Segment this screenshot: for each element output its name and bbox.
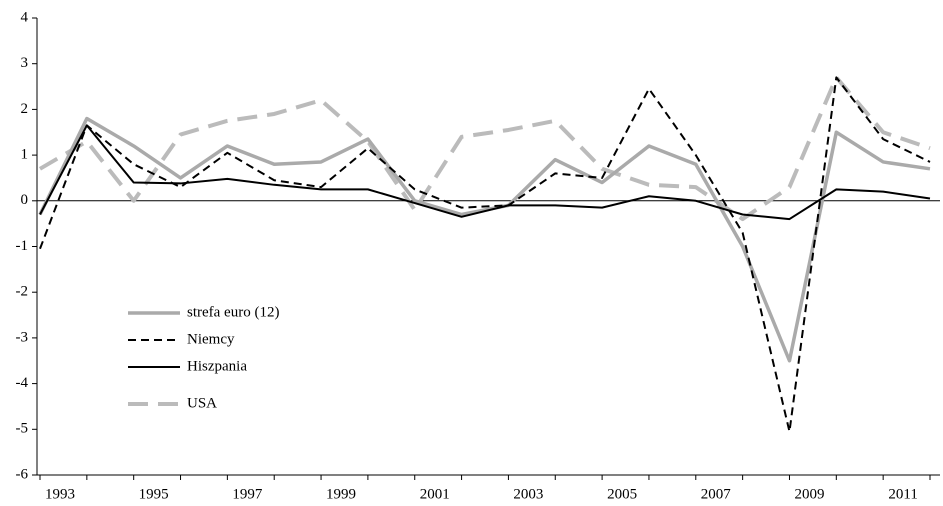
legend-label: Niemcy <box>187 331 235 347</box>
x-tick-label: 1997 <box>232 486 263 502</box>
y-tick-label: -5 <box>16 421 29 437</box>
series-line <box>38 116 931 363</box>
x-tick-label: 1995 <box>139 486 169 502</box>
y-tick-label: 2 <box>21 101 29 117</box>
y-tick-label: -2 <box>16 284 29 300</box>
y-tick-label: -3 <box>16 329 29 345</box>
series-line <box>38 75 931 222</box>
series-line <box>39 76 931 433</box>
y-tick-label: 0 <box>21 192 29 208</box>
legend-label: USA <box>187 395 217 411</box>
x-tick-label: 2007 <box>701 486 732 502</box>
y-tick-label: -4 <box>16 375 29 391</box>
legend-label: Hiszpania <box>187 358 247 374</box>
x-tick-label: 2011 <box>888 486 917 502</box>
y-tick-label: -1 <box>16 238 29 254</box>
y-tick-label: 4 <box>21 9 29 25</box>
y-tick-label: 3 <box>21 55 29 71</box>
series-line <box>39 124 931 221</box>
y-tick-label: 1 <box>21 147 29 163</box>
x-tick-label: 1993 <box>45 486 75 502</box>
y-tick-label: -6 <box>16 466 29 482</box>
x-tick-label: 2009 <box>794 486 824 502</box>
x-tick-label: 2005 <box>607 486 637 502</box>
x-tick-label: 1999 <box>326 486 356 502</box>
legend-label: strefa euro (12) <box>187 304 279 320</box>
x-tick-label: 2003 <box>513 486 543 502</box>
x-tick-label: 2001 <box>420 486 450 502</box>
